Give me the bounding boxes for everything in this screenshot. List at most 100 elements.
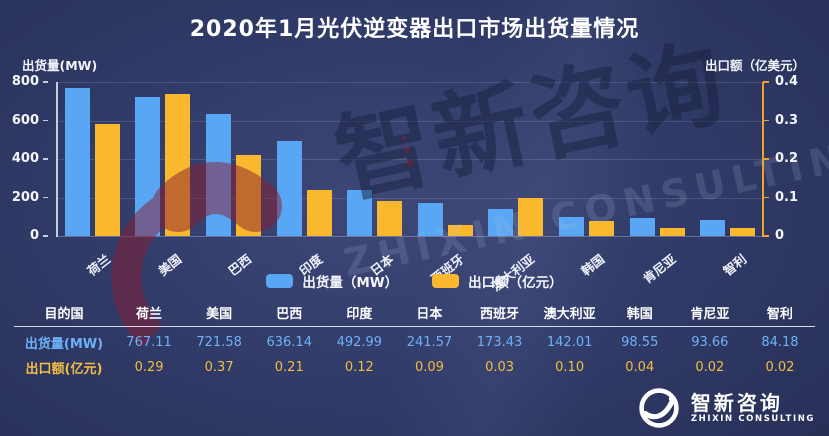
bar-export — [447, 224, 473, 236]
bar-group-日本 — [339, 82, 410, 236]
legend-item[interactable]: 出货量（MW） — [266, 271, 398, 291]
table-value-cell: 0.03 — [485, 360, 515, 375]
tick-label: 0.1 — [775, 189, 799, 205]
left-axis-line — [56, 82, 58, 237]
legend-label: 出货量（MW） — [302, 275, 399, 291]
bar-export — [94, 124, 120, 236]
table-value-cell: 0.37 — [204, 360, 234, 375]
bar-export — [659, 228, 685, 236]
bar-shipment — [558, 217, 584, 236]
x-label-澳大利亚: 澳大利亚 — [481, 238, 552, 294]
table-header-cell: 荷兰 — [136, 307, 163, 322]
x-label-日本: 日本 — [339, 238, 410, 278]
table-value-cell: 0.12 — [344, 360, 374, 375]
table-value-cell: 0.04 — [625, 360, 655, 375]
bar-shipment — [135, 97, 161, 236]
brand-logo-text: 智新咨询 ZHIXIN CONSULTING — [691, 392, 815, 425]
bar-group-智利 — [692, 82, 763, 236]
bar-export — [377, 201, 403, 236]
table-header-cell: 肯尼亚 — [690, 307, 730, 322]
tick-mark — [43, 158, 48, 160]
right-axis-ticks: 0 0.1 0.2 0.3 0.4 — [763, 74, 823, 243]
tick-mark — [43, 196, 48, 198]
data-table: 目的国 荷兰 美国 巴西 印度 日本 西班牙 澳大利亚 韩国 肯尼亚 智利 出货量(MW) 767.11… — [14, 300, 815, 380]
table-header-cell: 韩国 — [626, 307, 653, 322]
tick-mark — [763, 158, 769, 160]
table-value-cell: 721.58 — [196, 335, 242, 350]
table-header-cell: 日本 — [416, 307, 443, 322]
brand-name-en: ZHIXIN CONSULTING — [690, 413, 815, 424]
gridline — [57, 120, 763, 122]
x-axis-line — [57, 236, 763, 237]
x-label-韩国: 韩国 — [551, 238, 622, 278]
x-label-西班牙: 西班牙 — [410, 238, 481, 286]
table-value-cell: 0.02 — [765, 360, 795, 375]
x-label-肯尼亚: 肯尼亚 — [622, 238, 693, 286]
tick-label: 0 — [775, 228, 785, 243]
bar-shipment — [629, 218, 655, 236]
legend-item[interactable]: 出口额（亿元） — [432, 271, 563, 291]
bar-group-印度 — [269, 82, 340, 236]
table-value-cell: 0.29 — [134, 360, 164, 375]
bar-shipment — [488, 208, 514, 236]
table-header-cell: 美国 — [206, 307, 233, 322]
legend: 出货量（MW） 出口额（亿元） — [0, 271, 829, 291]
tick-label: 800 — [11, 74, 39, 89]
tick-mark — [43, 119, 48, 121]
chart-title: 2020年1月光伏逆变器出口市场出货量情况 — [189, 17, 640, 42]
table-value-cell: 0.21 — [274, 360, 304, 375]
legend-label: 出口额（亿元） — [468, 275, 563, 291]
table-header-cell: 西班牙 — [480, 307, 520, 322]
x-label-荷兰: 荷兰 — [57, 238, 128, 278]
bar-group-荷兰 — [57, 82, 128, 236]
x-axis-labels: 荷兰 美国 巴西 印度 日本 西班牙 澳大利亚 韩国 肯尼亚 智利 — [57, 238, 763, 294]
right-axis-title: 出口额（亿美元） — [704, 58, 805, 73]
right-axis-line — [762, 82, 764, 237]
bar-shipment — [700, 219, 726, 236]
legend-swatch — [266, 274, 294, 288]
tick-label: 0.4 — [775, 74, 799, 89]
tick-label: 200 — [11, 189, 39, 205]
brand-logo-icon — [639, 388, 679, 428]
table-header-cell: 澳大利亚 — [543, 307, 596, 322]
table-value-cell: 492.99 — [336, 335, 383, 350]
tick-label: 400 — [11, 151, 39, 166]
brand-name-cn: 智新咨询 — [690, 390, 783, 415]
table-value-cell: 84.18 — [761, 335, 799, 350]
table-row-label: 出货量(MW) — [24, 337, 104, 352]
bar-shipment — [276, 141, 302, 236]
bar-series — [57, 82, 763, 236]
table-value-cell: 173.43 — [476, 335, 523, 350]
tick-label: 0.2 — [775, 151, 799, 166]
table-value-cell: 0.02 — [695, 360, 725, 375]
bar-export — [165, 93, 191, 236]
plot-area — [56, 82, 764, 237]
bar-group-肯尼亚 — [622, 82, 693, 236]
tick-mark — [763, 235, 769, 237]
bar-shipment — [64, 88, 90, 236]
table-value-cell: 98.55 — [621, 335, 659, 350]
bar-export — [588, 220, 614, 236]
table-header-cell: 巴西 — [276, 307, 303, 322]
bar-group-韩国 — [551, 82, 622, 236]
tick-mark — [43, 235, 48, 237]
table-row-label: 出口额(亿元) — [25, 362, 103, 377]
bar-shipment — [205, 113, 231, 236]
tick-mark — [43, 81, 48, 83]
x-label-美国: 美国 — [128, 238, 199, 278]
table-value-cell: 241.57 — [406, 335, 453, 350]
bar-group-澳大利亚 — [481, 82, 552, 236]
brand-logo: 智新咨询 ZHIXIN CONSULTING — [637, 386, 815, 430]
table-value-cell: 93.66 — [691, 335, 729, 350]
bar-group-美国 — [128, 82, 199, 236]
table-value-cell: 0.09 — [414, 360, 444, 375]
table-value-cell: 142.01 — [546, 335, 593, 350]
gridline — [57, 82, 763, 83]
table-value-cell: 0.10 — [555, 360, 585, 375]
table-header-cell: 智利 — [766, 307, 793, 322]
tick-mark — [763, 119, 769, 121]
tick-label: 0 — [29, 228, 39, 243]
tick-mark — [763, 81, 769, 83]
tick-mark — [763, 196, 769, 198]
legend-swatch — [432, 274, 460, 288]
